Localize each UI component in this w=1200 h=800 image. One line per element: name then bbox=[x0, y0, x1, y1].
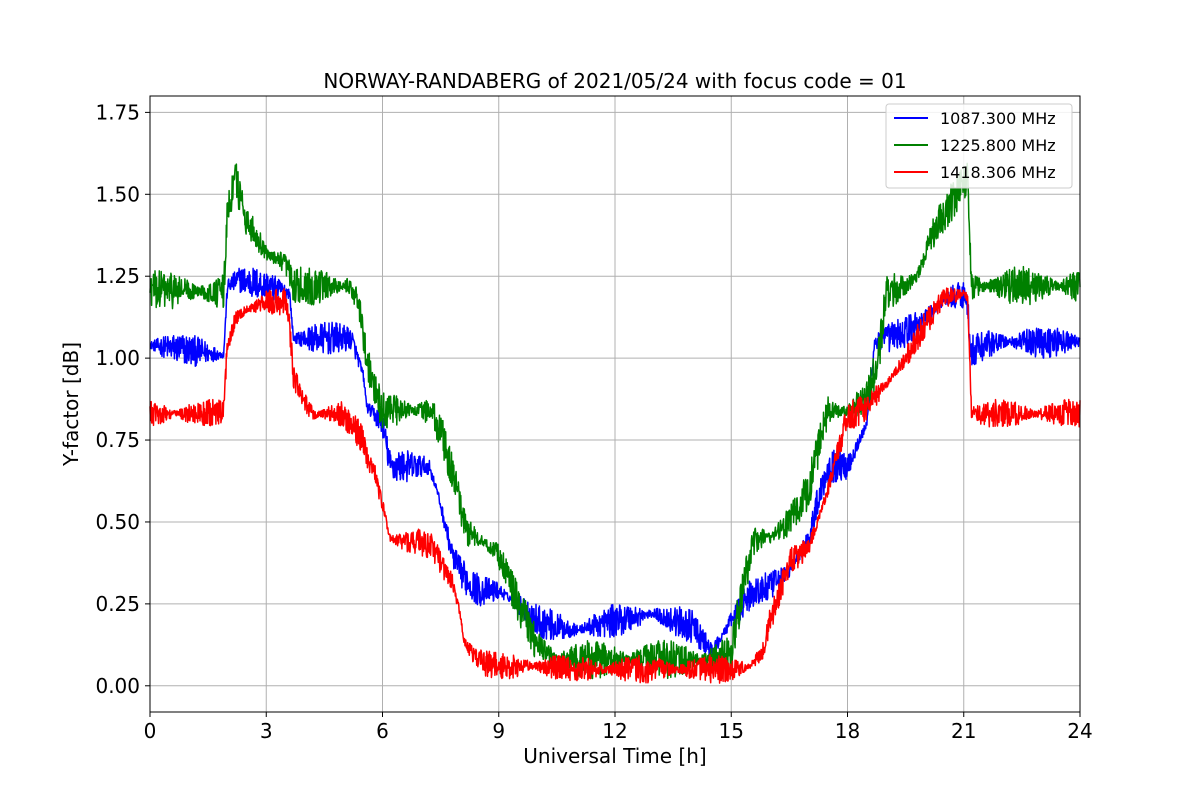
legend: 1087.300 MHz 1225.800 MHz 1418.306 MHz bbox=[886, 104, 1072, 188]
y-tick-label: 1.75 bbox=[95, 100, 140, 124]
y-tick-label: 0.00 bbox=[95, 674, 140, 698]
legend-label: 1087.300 MHz bbox=[940, 109, 1056, 128]
x-tick-label: 24 bbox=[1067, 719, 1092, 743]
x-tick-label: 9 bbox=[492, 719, 505, 743]
y-tick-label: 1.25 bbox=[95, 264, 140, 288]
x-tick-label: 0 bbox=[144, 719, 157, 743]
x-axis-label: Universal Time [h] bbox=[523, 744, 706, 768]
x-tick-label: 21 bbox=[951, 719, 976, 743]
x-tick-label: 15 bbox=[719, 719, 744, 743]
chart-figure: NORWAY-RANDABERG of 2021/05/24 with focu… bbox=[0, 0, 1200, 800]
legend-label: 1418.306 MHz bbox=[940, 163, 1056, 182]
x-tick-label: 3 bbox=[260, 719, 273, 743]
y-tick-label: 0.75 bbox=[95, 428, 140, 452]
x-tick-label: 18 bbox=[835, 719, 860, 743]
y-tick-label: 0.25 bbox=[95, 592, 140, 616]
chart-title: NORWAY-RANDABERG of 2021/05/24 with focu… bbox=[323, 69, 906, 93]
y-tick-label: 1.50 bbox=[95, 182, 140, 206]
y-axis-label: Y-factor [dB] bbox=[59, 342, 83, 467]
x-tick-label: 12 bbox=[602, 719, 627, 743]
legend-label: 1225.800 MHz bbox=[940, 136, 1056, 155]
y-tick-label: 1.00 bbox=[95, 346, 140, 370]
y-tick-label: 0.50 bbox=[95, 510, 140, 534]
x-tick-label: 6 bbox=[376, 719, 389, 743]
